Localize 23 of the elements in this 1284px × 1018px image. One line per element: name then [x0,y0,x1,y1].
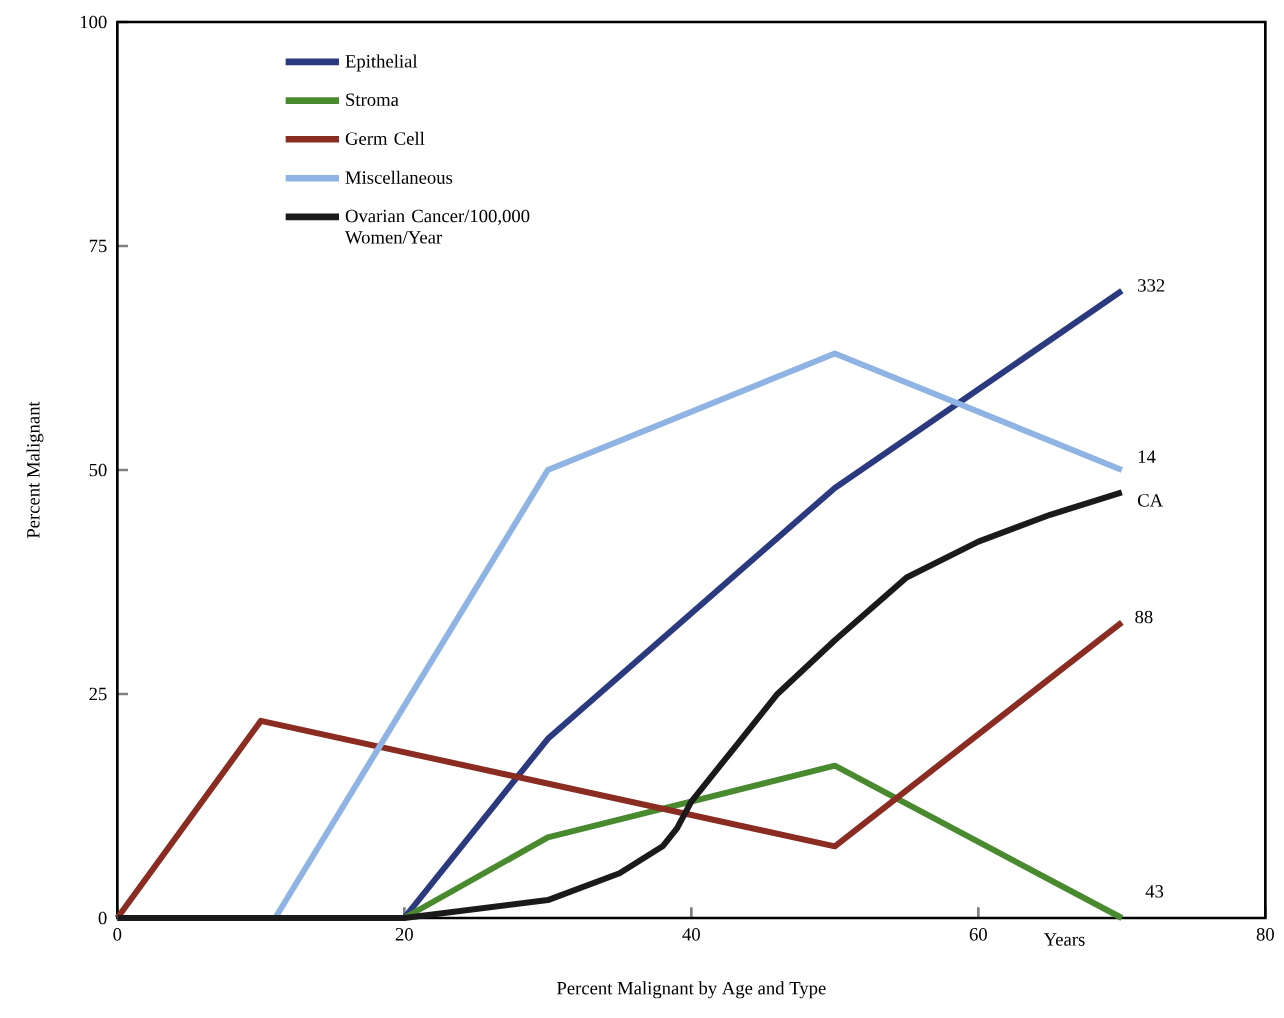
annotation: 88 [1135,610,1153,624]
x-tick-label: 0 [113,928,122,941]
x-axis-title: Years [1043,933,1085,946]
y-axis-title: Percent Malignant [26,401,44,539]
annotation: 332 [1138,279,1165,292]
legend-label: Ovarian Cancer/100,000 Women/Year [345,209,530,244]
y-tick-label: 25 [89,687,107,701]
legend-label: Germ Cell [345,131,425,145]
legend-label: Miscellaneous [345,170,453,184]
text: Percent Malignant by Age and Type [556,981,826,999]
y-tick-label: 0 [98,911,107,925]
y-tick-label: 50 [89,463,107,477]
y-tick-label: 100 [80,15,107,29]
x-tick-label: 80 [1256,928,1274,941]
annotation: 43 [1145,885,1164,898]
x-tick-label: 60 [969,928,987,941]
annotation: CA [1137,494,1164,507]
legend-label: Epithelial [345,54,418,72]
annotation: 14 [1138,450,1156,463]
x-tick-label: 20 [395,928,413,941]
x-tick-label: 40 [682,928,700,941]
legend-label: Stroma [346,93,399,106]
y-tick-label: 75 [89,239,107,253]
